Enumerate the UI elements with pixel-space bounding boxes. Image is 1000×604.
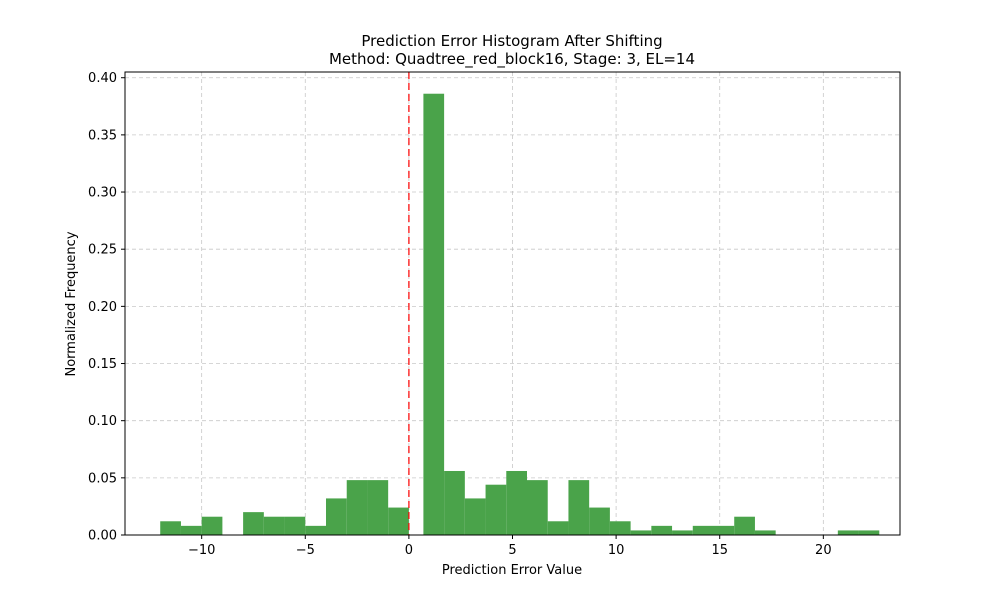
histogram-bar bbox=[243, 512, 264, 535]
histogram-bar bbox=[527, 480, 548, 535]
y-tick-label: 0.35 bbox=[88, 128, 117, 143]
chart-title: Prediction Error Histogram After Shiftin… bbox=[361, 32, 662, 50]
histogram-bar bbox=[858, 530, 880, 535]
x-tick-label: 0 bbox=[405, 543, 413, 558]
histogram-bar bbox=[388, 507, 409, 535]
histogram-bar bbox=[444, 470, 465, 535]
y-tick-label: 0.25 bbox=[88, 243, 117, 258]
histogram-bar bbox=[651, 525, 673, 535]
histogram-bar bbox=[423, 93, 445, 536]
histogram-bar bbox=[630, 530, 652, 535]
x-tick-label: 20 bbox=[815, 543, 832, 558]
histogram-bar bbox=[672, 530, 693, 535]
y-axis-label: Normalized Frequency bbox=[64, 231, 79, 376]
chart-subtitle: Method: Quadtree_red_block16, Stage: 3, … bbox=[329, 50, 695, 69]
x-axis-label: Prediction Error Value bbox=[442, 563, 582, 578]
histogram-bar bbox=[284, 516, 306, 535]
histogram-bar bbox=[568, 480, 590, 535]
y-tick-label: 0.40 bbox=[88, 71, 117, 86]
histogram-bars bbox=[160, 93, 880, 536]
histogram-bar bbox=[609, 521, 631, 535]
x-tick-label: −10 bbox=[188, 543, 215, 558]
histogram-bar bbox=[180, 525, 202, 535]
x-tick-label: −5 bbox=[296, 543, 315, 558]
histogram-bar bbox=[754, 530, 776, 535]
histogram-bar bbox=[305, 525, 327, 535]
histogram-bar bbox=[201, 516, 223, 535]
y-axis-ticks: 0.00 0.05 0.10 0.15 0.20 0.25 0.30 0.35 0.40 bbox=[88, 71, 125, 544]
histogram-bar bbox=[346, 480, 368, 535]
histogram-bar bbox=[734, 516, 755, 535]
x-tick-label: 10 bbox=[608, 543, 625, 558]
x-axis-ticks: −10 −5 0 5 10 15 20 bbox=[188, 535, 832, 558]
x-tick-label: 15 bbox=[711, 543, 728, 558]
y-tick-label: 0.00 bbox=[88, 529, 117, 544]
histogram-bar bbox=[263, 516, 285, 535]
y-tick-label: 0.10 bbox=[88, 414, 117, 429]
histogram-bar bbox=[160, 521, 181, 535]
histogram-bar bbox=[589, 507, 610, 535]
histogram-bar bbox=[367, 480, 389, 535]
y-tick-label: 0.05 bbox=[88, 471, 117, 486]
histogram-bar bbox=[464, 498, 486, 535]
y-tick-label: 0.30 bbox=[88, 186, 117, 201]
histogram-bar bbox=[506, 470, 528, 535]
y-tick-label: 0.20 bbox=[88, 300, 117, 315]
histogram-bar bbox=[692, 525, 714, 535]
x-tick-label: 5 bbox=[508, 543, 516, 558]
histogram-bar bbox=[547, 521, 569, 535]
y-tick-label: 0.15 bbox=[88, 357, 117, 372]
histogram-bar bbox=[326, 498, 347, 535]
histogram-bar bbox=[713, 525, 735, 535]
histogram-bar bbox=[485, 484, 507, 535]
histogram-bar bbox=[837, 530, 859, 535]
